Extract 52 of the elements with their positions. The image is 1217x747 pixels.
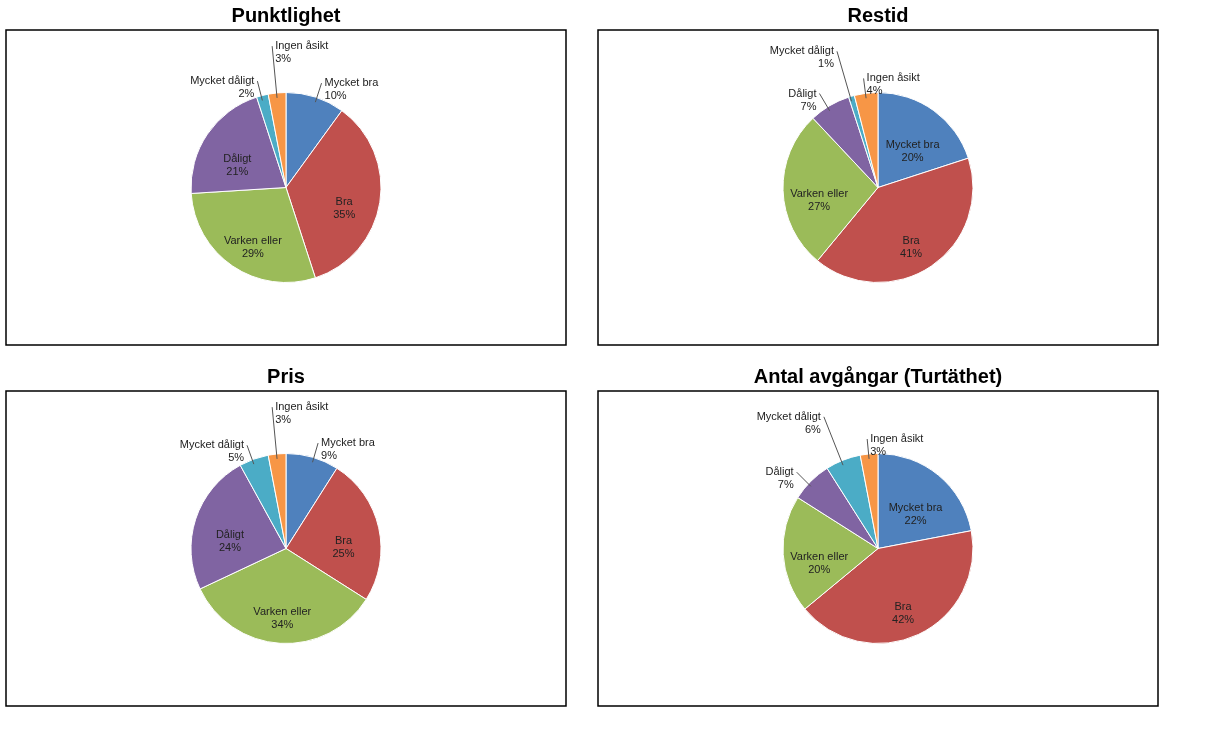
- data-label: 4%: [866, 84, 883, 97]
- chart-title: Punktlighet: [231, 4, 341, 26]
- data-label: 42%: [892, 612, 915, 625]
- data-label: 27%: [808, 200, 831, 213]
- slice-label: Bra: [902, 234, 921, 247]
- slice-label: Varken eller: [790, 187, 849, 200]
- slice-label: Varken eller: [253, 605, 312, 618]
- data-label: 3%: [870, 445, 887, 458]
- slice-label: Bra: [335, 194, 354, 207]
- data-label: 35%: [333, 207, 356, 220]
- slice-label: Varken eller: [223, 234, 283, 247]
- data-label: 29%: [241, 247, 265, 260]
- slice-label: Mycket dåligt: [190, 74, 255, 87]
- chart-title: Restid: [847, 4, 909, 26]
- slice-label: Ingen åsikt: [275, 39, 329, 52]
- data-label: 3%: [275, 413, 292, 426]
- chart-title: Pris: [267, 365, 305, 387]
- slice-label: Mycket dåligt: [756, 409, 821, 422]
- slice-label: Bra: [894, 599, 913, 612]
- slice-label: Dåligt: [788, 86, 817, 99]
- slice-label: Dåligt: [223, 152, 252, 165]
- data-label: 34%: [271, 618, 294, 631]
- slice-label: Varken eller: [790, 550, 849, 563]
- data-label: 1%: [818, 57, 835, 70]
- slice-label: Mycket bra: [321, 436, 376, 449]
- data-label: 2%: [238, 87, 255, 100]
- data-label: 24%: [218, 541, 242, 554]
- data-label: 10%: [324, 89, 347, 102]
- slice-label: Ingen åsikt: [866, 71, 920, 84]
- slice-label: Mycket bra: [324, 76, 380, 89]
- data-label: 20%: [901, 150, 924, 163]
- data-label: 7%: [777, 478, 794, 491]
- slice-label: Mycket dåligt: [769, 44, 834, 57]
- slice-label: Dåligt: [765, 465, 794, 478]
- chart-title: Antal avgångar (Turtäthet): [753, 365, 1003, 387]
- slice-label: Mycket bra: [885, 137, 941, 150]
- slice-label: Mycket dåligt: [179, 438, 245, 451]
- slice-label: Bra: [334, 533, 353, 546]
- data-label: 22%: [904, 514, 927, 527]
- data-label: 3%: [275, 52, 292, 65]
- data-label: 25%: [332, 546, 355, 559]
- data-label: 9%: [321, 449, 338, 462]
- data-label: 5%: [228, 451, 245, 464]
- data-label: 7%: [800, 99, 817, 112]
- slice-label: Ingen åsikt: [870, 432, 924, 445]
- slice-label: Ingen åsikt: [275, 400, 329, 413]
- slice-label: Dåligt: [215, 528, 245, 541]
- data-label: 21%: [226, 165, 249, 178]
- data-label: 41%: [900, 247, 923, 260]
- data-label: 20%: [808, 563, 831, 576]
- slice-label: Mycket bra: [888, 501, 944, 514]
- data-label: 6%: [804, 422, 822, 435]
